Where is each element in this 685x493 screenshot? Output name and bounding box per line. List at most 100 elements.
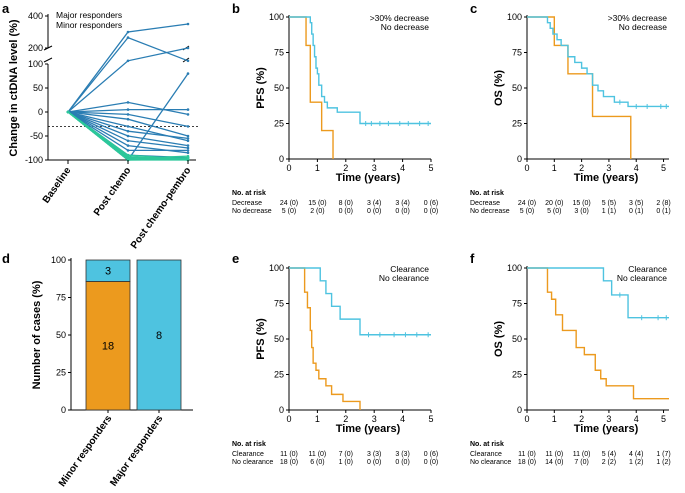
- risk-value: 11 (0): [280, 451, 298, 458]
- y-tick-label: 50: [512, 83, 522, 93]
- data-point: [126, 155, 130, 158]
- x-axis-label: Time (years): [336, 423, 401, 435]
- panel-a: a -100 -50 0 50 100 200 400 Baseline Post chemoPo…: [2, 1, 200, 251]
- panel-d: d 0 25 50 75 100 Number of cases (%) 18 3 Minor r…: [2, 251, 193, 489]
- legend-entry: No decrease: [381, 22, 429, 32]
- risk-value: 0 (6): [424, 451, 438, 458]
- km-curve: [527, 267, 669, 400]
- data-point: [126, 139, 130, 143]
- data-point: [186, 151, 190, 155]
- risk-value: 3 (5): [629, 200, 643, 207]
- panel-f: f 0 25 50 75 100 0 1 2 3 4 5 Time (years) OS (%) Clear…: [470, 251, 671, 466]
- legend-entry: >30% decrease: [608, 13, 668, 23]
- y-tick-label: 25: [274, 370, 284, 380]
- data-point: [186, 139, 190, 143]
- data-point: [186, 113, 190, 116]
- risk-row-label: Decrease: [232, 200, 262, 207]
- risk-value: 24 (0): [280, 200, 298, 207]
- km-curve: [527, 16, 632, 159]
- y-tick-label: 25: [274, 119, 284, 129]
- y-tick-label: 0: [279, 154, 284, 164]
- panel-label-e: e: [232, 251, 239, 266]
- data-point: [186, 158, 190, 161]
- legend-entry: No clearance: [617, 273, 667, 283]
- y-axis-label: PFS (%): [255, 318, 267, 360]
- risk-value: 11 (0): [518, 451, 536, 458]
- data-point: [126, 149, 130, 152]
- km-curve: [289, 16, 431, 125]
- data-point: [186, 137, 190, 140]
- risk-value: 0 (0): [424, 208, 438, 215]
- x-tick-label: 4: [400, 414, 405, 424]
- bar-count-label: 3: [105, 266, 111, 278]
- x-tick-label: Major responders: [108, 413, 165, 488]
- x-tick-label: Post chemo-pembro: [129, 165, 193, 251]
- y-tick-label: 0: [38, 107, 43, 117]
- risk-row-label: No clearance: [470, 459, 511, 466]
- panel-label-d: d: [2, 251, 10, 266]
- data-point: [126, 101, 130, 104]
- risk-value: 0 (0): [367, 459, 381, 466]
- risk-row-label: Clearance: [232, 451, 264, 458]
- risk-value: 1 (7): [656, 451, 670, 458]
- data-point: [186, 59, 190, 63]
- legend-entry: >30% decrease: [370, 13, 430, 23]
- risk-value: 0 (1): [656, 208, 670, 215]
- data-point: [126, 30, 130, 34]
- risk-value: 3 (3): [367, 451, 381, 458]
- risk-row-label: No decrease: [232, 208, 272, 215]
- data-point: [126, 113, 130, 116]
- bar-segment: [85, 259, 131, 282]
- x-tick-label: 0: [524, 414, 529, 424]
- risk-value: 2 (0): [310, 208, 324, 215]
- y-tick-label: 100: [51, 255, 66, 265]
- risk-value: 7 (0): [339, 451, 353, 458]
- panel-b: b 0 25 50 75 100 0 1 2 3 4 5 Time (years) PFS (%) >30%…: [232, 1, 438, 215]
- data-point: [186, 144, 190, 147]
- bar-segment: [85, 281, 131, 411]
- legend-minor: Minor responders: [56, 20, 122, 30]
- km-curve: [527, 16, 669, 108]
- x-tick-label: 4: [400, 163, 405, 173]
- y-tick-label: 50: [512, 334, 522, 344]
- x-tick-label: 2: [579, 163, 584, 173]
- x-tick-label: 5: [428, 163, 433, 173]
- risk-value: 1 (1): [602, 208, 616, 215]
- risk-table-title: No. at risk: [470, 190, 504, 197]
- y-tick-label: 50: [274, 334, 284, 344]
- y-tick-label: 100: [507, 12, 522, 22]
- bar-segment: [136, 259, 182, 411]
- data-point: [126, 36, 130, 39]
- y-tick-label: 25: [56, 368, 66, 378]
- y-tick-label: 75: [274, 48, 284, 58]
- risk-value: 5 (0): [520, 208, 534, 215]
- data-point: [126, 134, 130, 138]
- y-tick-label: 0: [279, 405, 284, 415]
- risk-row-label: No clearance: [232, 459, 273, 466]
- y-tick-label: -50: [30, 131, 43, 141]
- risk-value: 4 (4): [629, 451, 643, 458]
- risk-value: 11 (0): [309, 451, 327, 458]
- x-tick-label: 1: [315, 414, 320, 424]
- data-point: [126, 144, 130, 147]
- x-tick-label: 1: [315, 163, 320, 173]
- km-curve: [289, 267, 431, 336]
- y-tick-label: 50: [33, 83, 43, 93]
- risk-value: 15 (0): [308, 200, 326, 207]
- data-point: [126, 125, 130, 128]
- risk-value: 0 (0): [339, 208, 353, 215]
- x-tick-label: 0: [286, 414, 291, 424]
- y-tick-label: 50: [274, 83, 284, 93]
- risk-value: 15 (0): [572, 200, 590, 207]
- risk-value: 3 (4): [367, 200, 381, 207]
- y-axis-label: PFS (%): [255, 67, 267, 109]
- y-tick-label: 25: [512, 119, 522, 129]
- risk-value: 0 (0): [367, 208, 381, 215]
- risk-value: 3 (0): [574, 208, 588, 215]
- risk-value: 2 (8): [656, 200, 670, 207]
- data-point: [126, 59, 130, 63]
- risk-value: 24 (0): [518, 200, 536, 207]
- legend-entry: Clearance: [628, 264, 667, 274]
- x-tick-label: 5: [428, 414, 433, 424]
- x-tick-label: Baseline: [41, 165, 74, 205]
